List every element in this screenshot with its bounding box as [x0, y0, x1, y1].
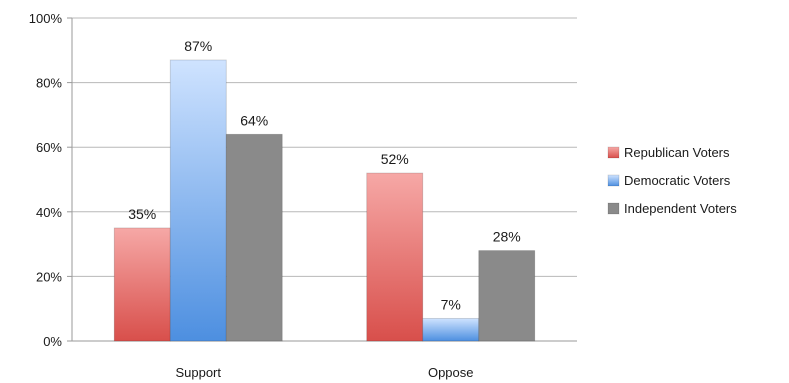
data-label: 87%	[184, 38, 212, 54]
x-category-label: Oppose	[428, 365, 474, 380]
data-label: 64%	[240, 112, 268, 128]
legend-swatch	[607, 174, 620, 187]
legend-label: Democratic Voters	[624, 173, 731, 188]
bar	[169, 59, 227, 342]
legend-label: Republican Voters	[624, 145, 730, 160]
data-label: 35%	[128, 206, 156, 222]
bar	[225, 133, 283, 342]
legend-swatch	[607, 202, 620, 215]
y-tick-label: 0%	[43, 334, 62, 349]
bar	[366, 172, 424, 342]
bars: 35% 87% 64% 52% 7% 28%	[113, 38, 536, 342]
y-axis: 0% 20% 40% 60% 80% 100%	[29, 11, 73, 349]
bar	[113, 227, 171, 342]
x-category-label: Support	[175, 365, 221, 380]
x-axis: Support Oppose	[175, 365, 473, 380]
y-tick-label: 80%	[36, 76, 62, 91]
legend: Republican Voters Democratic Voters Indepe…	[607, 145, 737, 216]
bar	[478, 250, 536, 342]
legend-label: Independent Voters	[624, 201, 737, 216]
y-tick-label: 100%	[29, 11, 63, 26]
data-label: 7%	[441, 296, 461, 312]
y-tick-label: 60%	[36, 140, 62, 155]
y-tick-label: 20%	[36, 269, 62, 284]
legend-swatch	[607, 146, 620, 159]
y-tick-label: 40%	[36, 205, 62, 220]
data-label: 28%	[493, 229, 521, 245]
data-label: 52%	[381, 151, 409, 167]
bar	[422, 317, 480, 342]
